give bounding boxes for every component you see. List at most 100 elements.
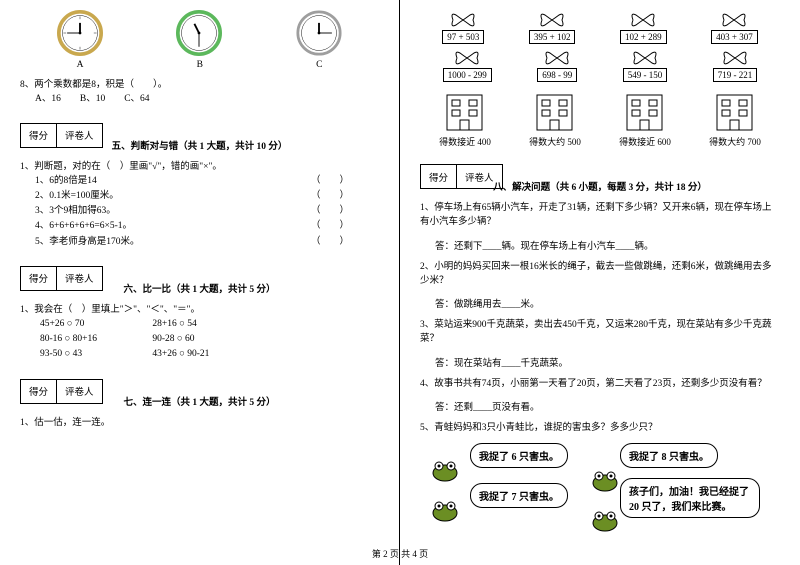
clock-label-a: A — [77, 60, 84, 70]
right-column: 97 + 503 395 + 102 102 + 289 403 + 307 1… — [400, 0, 800, 565]
frog-section: 我捉了 6 只害虫。 我捉了 8 只害虫。 我捉了 7 只害虫。 孩子们，加油！… — [420, 443, 780, 543]
clock-a-svg — [57, 10, 103, 56]
paren: （ ） — [311, 174, 349, 189]
bf-3-val: 102 + 289 — [620, 30, 667, 44]
bld-1: 得数接近 400 — [439, 90, 491, 148]
butterfly-icon — [542, 48, 572, 68]
speech-2: 我捉了 8 只害虫。 — [620, 443, 718, 468]
cmp-3b: 43+26 ○ 90-21 — [152, 347, 262, 362]
butterfly-row-1: 97 + 503 395 + 102 102 + 289 403 + 307 — [420, 10, 780, 44]
frog-icon — [590, 468, 620, 493]
building-icon — [532, 90, 577, 135]
bf-2-val: 395 + 102 — [529, 30, 576, 44]
q8-options: A、16 B、10 C、64 — [20, 92, 379, 106]
bf-4: 403 + 307 — [711, 10, 758, 44]
butterfly-icon — [719, 10, 749, 30]
bf-1: 97 + 503 — [442, 10, 484, 44]
score-box-6: 得分 评卷人 — [20, 266, 103, 291]
q7-1: 1、估一估，连一连。 — [20, 416, 379, 430]
compare-intro: 1、我会在（ ）里填上"＞"、"＜"、"＝"。 — [20, 303, 379, 317]
clock-label-b: B — [197, 60, 203, 70]
compare-block: 1、我会在（ ）里填上"＞"、"＜"、"＝"。 45+26 ○ 70 28+16… — [20, 303, 379, 363]
cmp-1b: 28+16 ○ 54 — [152, 317, 262, 332]
r-q5: 5、青蛙妈妈和3只小青蛙比，谁捉的害虫多？多多少只？ — [420, 421, 780, 435]
butterfly-icon — [630, 48, 660, 68]
clock-c-svg — [296, 10, 342, 56]
r-q4: 4、故事书共有74页，小丽第一天看了20页，第二天看了23页，还剩多少页没有看？ — [420, 377, 780, 391]
bf-5: 1000 - 299 — [443, 48, 492, 82]
butterfly-icon — [448, 10, 478, 30]
bld-4-label: 得数大约 700 — [709, 135, 761, 148]
speech-4: 孩子们，加油！我已经捉了 20 只了，我们来比赛。 — [620, 478, 760, 518]
bf-3: 102 + 289 — [620, 10, 667, 44]
q8-text: 8、两个乘数都是8，积是（ ）。 — [20, 78, 379, 92]
clock-row — [20, 10, 379, 56]
grader-label: 评卷人 — [57, 124, 102, 147]
r-q1: 1、停车场上有65辆小汽车，开走了31辆，还剩下多少辆？又开来6辆，现在停车场上… — [420, 201, 780, 230]
r-a2: 答：做跳绳用去____米。 — [420, 296, 780, 310]
bf-2: 395 + 102 — [529, 10, 576, 44]
paren: （ ） — [311, 219, 349, 234]
score-label: 得分 — [21, 124, 57, 147]
frog-icon — [430, 458, 460, 483]
clock-labels: A B C — [20, 60, 379, 70]
left-column: A B C 8、两个乘数都是8，积是（ ）。 A、16 B、10 C、64 得分… — [0, 0, 400, 565]
frog-icon — [430, 498, 460, 523]
judge-intro: 1、判断题，对的在（ ）里画"√"，错的画"×"。 — [20, 160, 379, 174]
bf-8: 719 - 221 — [713, 48, 758, 82]
cmp-2b: 90-28 ○ 60 — [152, 332, 262, 347]
r-q3: 3、菜站运来900千克蔬菜，卖出去450千克，又运来280千克，现在菜站有多少千… — [420, 318, 780, 347]
cmp-3a: 93-50 ○ 43 — [40, 347, 150, 362]
r-a3: 答：现在菜站有____千克蔬菜。 — [420, 355, 780, 369]
judge-block: 1、判断题，对的在（ ）里画"√"，错的画"×"。 1、6的8倍是14（ ） 2… — [20, 160, 379, 250]
cmp-1a: 45+26 ○ 70 — [40, 317, 150, 332]
paren: （ ） — [311, 235, 349, 250]
grader-label: 评卷人 — [57, 380, 102, 403]
bf-6: 698 - 99 — [537, 48, 577, 82]
score-label: 得分 — [21, 380, 57, 403]
butterfly-icon — [628, 10, 658, 30]
bf-8-val: 719 - 221 — [713, 68, 758, 82]
building-row: 得数接近 400 得数大约 500 得数接近 600 得数大约 700 — [420, 90, 780, 148]
butterfly-row-2: 1000 - 299 698 - 99 549 - 150 719 - 221 — [420, 48, 780, 82]
page-footer: 第 2 页 共 4 页 — [0, 547, 800, 560]
building-icon — [712, 90, 757, 135]
bf-6-val: 698 - 99 — [537, 68, 577, 82]
r-a4: 答：还剩____页没有看。 — [420, 399, 780, 413]
score-label: 得分 — [21, 267, 57, 290]
bld-1-label: 得数接近 400 — [439, 135, 491, 148]
score-label: 得分 — [421, 165, 457, 188]
building-icon — [442, 90, 487, 135]
r-q2: 2、小明的妈妈买回来一根16米长的绳子，截去一些做跳绳，还剩6米，做跳绳用去多少… — [420, 260, 780, 289]
bf-1-val: 97 + 503 — [442, 30, 484, 44]
bld-2-label: 得数大约 500 — [529, 135, 581, 148]
r-a1: 答：还剩下____辆。现在停车场上有小汽车____辆。 — [420, 238, 780, 252]
building-icon — [622, 90, 667, 135]
judge-3: 3、3个9相加得63。 — [35, 204, 116, 219]
grader-label: 评卷人 — [57, 267, 102, 290]
frog-icon — [590, 508, 620, 533]
bf-7-val: 549 - 150 — [623, 68, 668, 82]
cmp-2a: 80-16 ○ 80+16 — [40, 332, 150, 347]
score-box-5: 得分 评卷人 — [20, 123, 103, 148]
clock-b-svg — [176, 10, 222, 56]
clock-b — [176, 10, 222, 56]
speech-1: 我捉了 6 只害虫。 — [470, 443, 568, 468]
judge-1: 1、6的8倍是14 — [35, 174, 97, 189]
butterfly-icon — [720, 48, 750, 68]
question-8: 8、两个乘数都是8，积是（ ）。 A、16 B、10 C、64 — [20, 78, 379, 107]
bld-4: 得数大约 700 — [709, 90, 761, 148]
score-box-8: 得分 评卷人 — [420, 164, 503, 189]
bf-4-val: 403 + 307 — [711, 30, 758, 44]
bf-7: 549 - 150 — [623, 48, 668, 82]
paren: （ ） — [311, 189, 349, 204]
judge-5: 5、李老师身高是170米。 — [35, 235, 140, 250]
clock-a — [57, 10, 103, 56]
speech-3: 我捉了 7 只害虫。 — [470, 483, 568, 508]
butterfly-icon — [537, 10, 567, 30]
paren: （ ） — [311, 204, 349, 219]
clock-c — [296, 10, 342, 56]
bf-5-val: 1000 - 299 — [443, 68, 492, 82]
butterfly-icon — [452, 48, 482, 68]
judge-4: 4、6+6+6+6+6=6×5-1。 — [35, 219, 132, 234]
